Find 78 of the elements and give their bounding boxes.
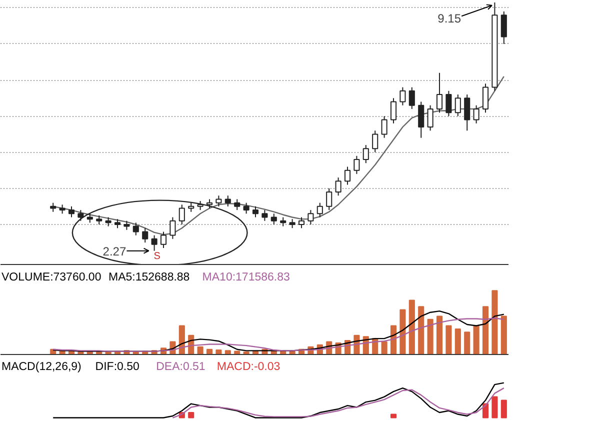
candlestick [372,130,378,153]
chart-title: VOLUME:73760.00 [2,271,102,284]
bar [464,332,470,354]
bar [446,325,452,354]
candlestick [170,216,176,240]
bar [454,328,461,354]
candlestick [234,198,240,211]
candlestick [178,204,185,225]
candlestick [289,218,296,229]
bar [188,412,194,418]
bar [500,316,507,354]
annotation: 9.15 [438,12,462,26]
candlestick [418,101,424,138]
annotation: 2.27 [102,244,126,258]
candlestick [298,216,305,229]
candlestick [252,206,259,218]
candlestick [132,222,139,236]
bar [482,403,489,418]
candlestick [59,204,66,214]
bar [500,400,507,418]
candlestick [326,188,332,211]
candlestick [436,72,443,114]
bar [206,348,213,354]
bar [197,346,204,354]
text: DIF:0.50 [95,361,140,374]
candlestick [224,195,231,207]
candlestick [86,213,93,224]
candlestick [354,155,360,174]
candlestick [454,94,461,117]
bar [408,300,415,354]
candlestick [160,231,167,248]
candlestick [390,98,397,124]
candlestick [473,104,480,124]
candlestick [114,218,121,229]
candlestick [362,144,369,164]
bar [418,306,424,354]
chart-title: MACD(12,26,9) [2,361,82,374]
bar [492,396,498,418]
candlestick [344,166,351,186]
text: DEA:0.51 [156,361,206,374]
bar [224,350,231,354]
bar [390,414,397,418]
candlestick [50,202,56,212]
candlestick [243,202,250,214]
candlestick [335,177,342,196]
text: S [154,251,161,262]
candlestick [68,206,75,218]
text: MA5:152688.88 [108,271,190,284]
candlestick [408,86,415,110]
bar [473,325,480,354]
bar [400,309,406,354]
text: MACD:-0.03 [216,361,280,374]
candlestick [270,213,277,225]
candlestick [280,216,286,227]
candlestick [96,214,102,225]
candlestick [142,228,148,244]
candlestick [427,104,434,132]
candlestick [400,86,406,106]
text: MA10:171586.83 [202,271,290,284]
candlestick [151,234,158,252]
bar [492,290,498,354]
candlestick [446,90,452,117]
candlestick [188,202,194,212]
bar [482,306,489,354]
candlestick [308,210,314,225]
candlestick [316,202,323,218]
candlestick [500,10,507,44]
bar [216,350,222,354]
candlestick [78,210,84,222]
bar [427,318,434,354]
candlestick [464,94,470,132]
candlestick [482,83,489,114]
bar [436,316,443,354]
candlestick [381,116,388,138]
candlestick [262,210,268,222]
bar [381,341,388,354]
candlestick [105,216,112,227]
candlestick [124,220,130,230]
